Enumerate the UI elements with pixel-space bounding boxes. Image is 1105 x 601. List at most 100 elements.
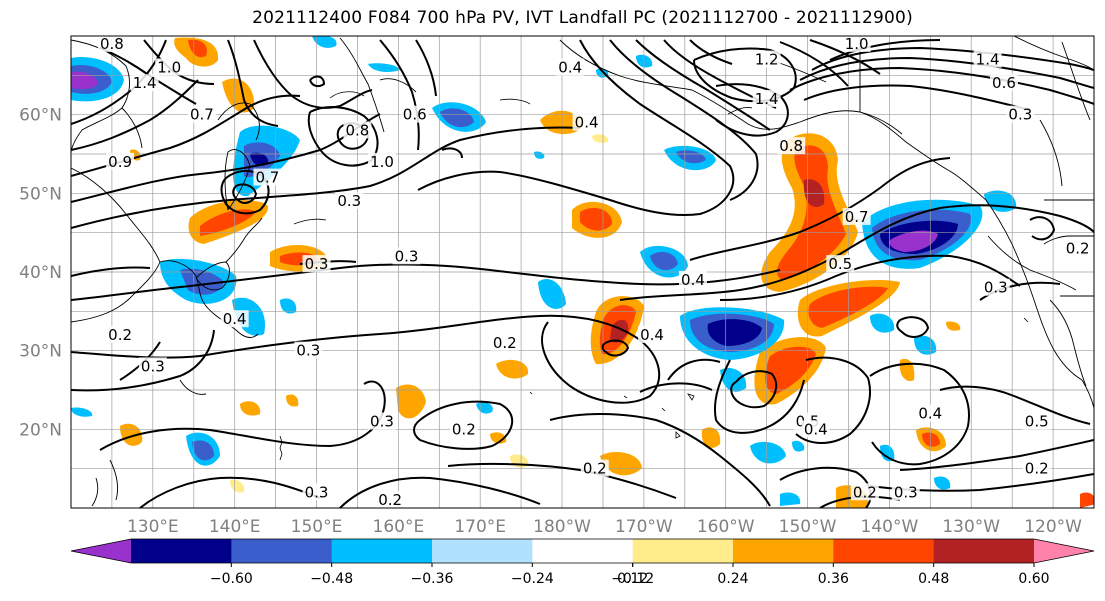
colorbar-swatch bbox=[933, 539, 1035, 563]
contour-label-background bbox=[842, 207, 871, 225]
contour-label: 0.3 bbox=[1008, 106, 1032, 124]
contour-label: 0.2 bbox=[1066, 239, 1090, 257]
contour-label: 0.4 bbox=[223, 310, 247, 328]
contour-label: 0.4 bbox=[558, 58, 582, 76]
contour-label: 0.8 bbox=[779, 137, 803, 155]
colorbar-tick-labels: −0.60 −0.48 −0.36 −0.24 −0.120.12 0.24 0.36 0.4… bbox=[210, 563, 1050, 587]
longitude-label: 130°E bbox=[127, 517, 179, 537]
colorbar-tick-label: −0.36 bbox=[411, 571, 454, 587]
latitude-tick-labels: 20°N 30°N 40°N 50°N 60°N bbox=[19, 106, 62, 441]
contour-label-background bbox=[891, 483, 920, 501]
colorbar-swatch bbox=[131, 539, 232, 563]
contour-label: 0.6 bbox=[403, 106, 427, 124]
colorbar: −0.60 −0.48 −0.36 −0.24 −0.120.12 0.24 0.36 0.4… bbox=[70, 538, 1095, 587]
contour-label: 0.2 bbox=[1025, 460, 1049, 478]
contour-label: 0.3 bbox=[141, 357, 165, 375]
colorbar-swatch bbox=[532, 539, 634, 563]
contour-label-background bbox=[367, 412, 396, 430]
contour-label-background bbox=[400, 105, 429, 123]
map-title: 2021112400 F084 700 hPa PV, IVT Landfall… bbox=[252, 8, 913, 28]
contour-label: 1.2 bbox=[755, 51, 779, 69]
contour-label-background bbox=[916, 404, 945, 422]
contour-label: 0.9 bbox=[108, 153, 132, 171]
contour-label: 0.3 bbox=[337, 192, 361, 210]
colorbar-swatch bbox=[632, 539, 734, 563]
contour-label-background bbox=[556, 58, 585, 76]
contour-label: 0.3 bbox=[305, 255, 329, 273]
longitude-label: 150°E bbox=[291, 517, 343, 537]
colorbar-tick-label: −0.12 bbox=[611, 571, 654, 587]
colorbar-tick-label: 0.36 bbox=[818, 571, 849, 587]
contour-label-background bbox=[220, 310, 249, 328]
colorbar-swatches bbox=[70, 538, 1095, 564]
contour-label: 0.3 bbox=[984, 279, 1008, 297]
contour-label: 0.2 bbox=[108, 326, 132, 344]
contour-label: 0.7 bbox=[255, 169, 279, 187]
contour-labels: 0.81.01.40.70.90.70.81.00.60.30.40.41.21… bbox=[97, 35, 1092, 508]
contour-label: 0.5 bbox=[1025, 412, 1049, 430]
contour-label-background bbox=[1063, 239, 1092, 257]
contour-label: 0.4 bbox=[804, 420, 828, 438]
contour-label: 1.4 bbox=[976, 51, 1000, 69]
contour-label-background bbox=[572, 113, 601, 131]
contour-label-background bbox=[367, 152, 396, 170]
longitude-label: 140°W bbox=[861, 517, 919, 537]
contour-label-background bbox=[842, 36, 871, 52]
contour-label-background bbox=[343, 121, 372, 139]
contour-label: 1.0 bbox=[157, 58, 181, 76]
longitude-tick-labels: 130°E 140°E 150°E 160°E 170°E 180°W 170°W 160°W… bbox=[127, 517, 1082, 537]
colorbar-swatch bbox=[833, 539, 935, 563]
contour-label: 0.2 bbox=[583, 460, 607, 478]
contour-label: 0.3 bbox=[395, 247, 419, 265]
colorbar-outline bbox=[70, 538, 1095, 564]
contour-label-background bbox=[638, 325, 667, 343]
colorbar-extend-low bbox=[71, 539, 131, 563]
map-panel: 0.81.01.40.70.90.70.81.00.60.30.40.41.21… bbox=[70, 35, 1095, 509]
contour-label-background bbox=[973, 50, 1002, 68]
longitude-label: 150°W bbox=[779, 517, 837, 537]
contour-label-background bbox=[449, 420, 478, 438]
ivt-shading-negative bbox=[71, 36, 1017, 506]
longitude-label: 120°W bbox=[1024, 517, 1082, 537]
colorbar-swatch bbox=[432, 539, 533, 563]
contour-label: 0.2 bbox=[493, 334, 517, 352]
contour-label: 0.6 bbox=[992, 74, 1016, 92]
contour-label: 1.0 bbox=[370, 153, 394, 171]
colorbar-tick-label: 0.60 bbox=[1018, 571, 1049, 587]
contour-label-background bbox=[376, 491, 405, 508]
contour-label: 0.4 bbox=[575, 114, 599, 132]
map-frame bbox=[70, 35, 1095, 509]
contour-label-background bbox=[752, 89, 781, 107]
contour-label: 1.4 bbox=[133, 74, 157, 92]
colorbar-tick-label: 0.12 bbox=[617, 571, 648, 587]
contour-label: 0.8 bbox=[100, 35, 124, 53]
contour-label: 0.4 bbox=[640, 326, 664, 344]
contour-label-background bbox=[580, 459, 609, 477]
colorbar-tick-label: 0.24 bbox=[717, 571, 748, 587]
contour-label: 0.7 bbox=[190, 106, 214, 124]
colorbar-swatch bbox=[733, 539, 834, 563]
contour-label: 1.4 bbox=[755, 90, 779, 108]
contour-label: 0.5 bbox=[828, 255, 852, 273]
longitude-label: 140°E bbox=[209, 517, 261, 537]
colorbar-tick-label: −0.60 bbox=[210, 571, 253, 587]
coastlines bbox=[71, 36, 1094, 507]
contour-label: 0.8 bbox=[346, 121, 370, 139]
graticule bbox=[71, 36, 1094, 508]
contour-label-background bbox=[850, 483, 879, 501]
contour-label-background bbox=[187, 105, 216, 123]
colorbar-swatch bbox=[231, 539, 333, 563]
contour-label-background bbox=[989, 74, 1018, 92]
contour-label-background bbox=[130, 74, 159, 92]
contour-label-background bbox=[302, 483, 331, 501]
contour-label-background bbox=[490, 333, 519, 351]
graticule-lines bbox=[71, 36, 1094, 508]
contour-label: 0.2 bbox=[853, 483, 877, 501]
contour-label-background bbox=[253, 168, 282, 186]
contour-label: 0.4 bbox=[918, 405, 942, 423]
contour-label-background bbox=[1022, 412, 1051, 430]
longitude-label: 180°W bbox=[533, 517, 591, 537]
longitude-label: 160°W bbox=[697, 517, 755, 537]
contour-label-background bbox=[106, 152, 135, 170]
